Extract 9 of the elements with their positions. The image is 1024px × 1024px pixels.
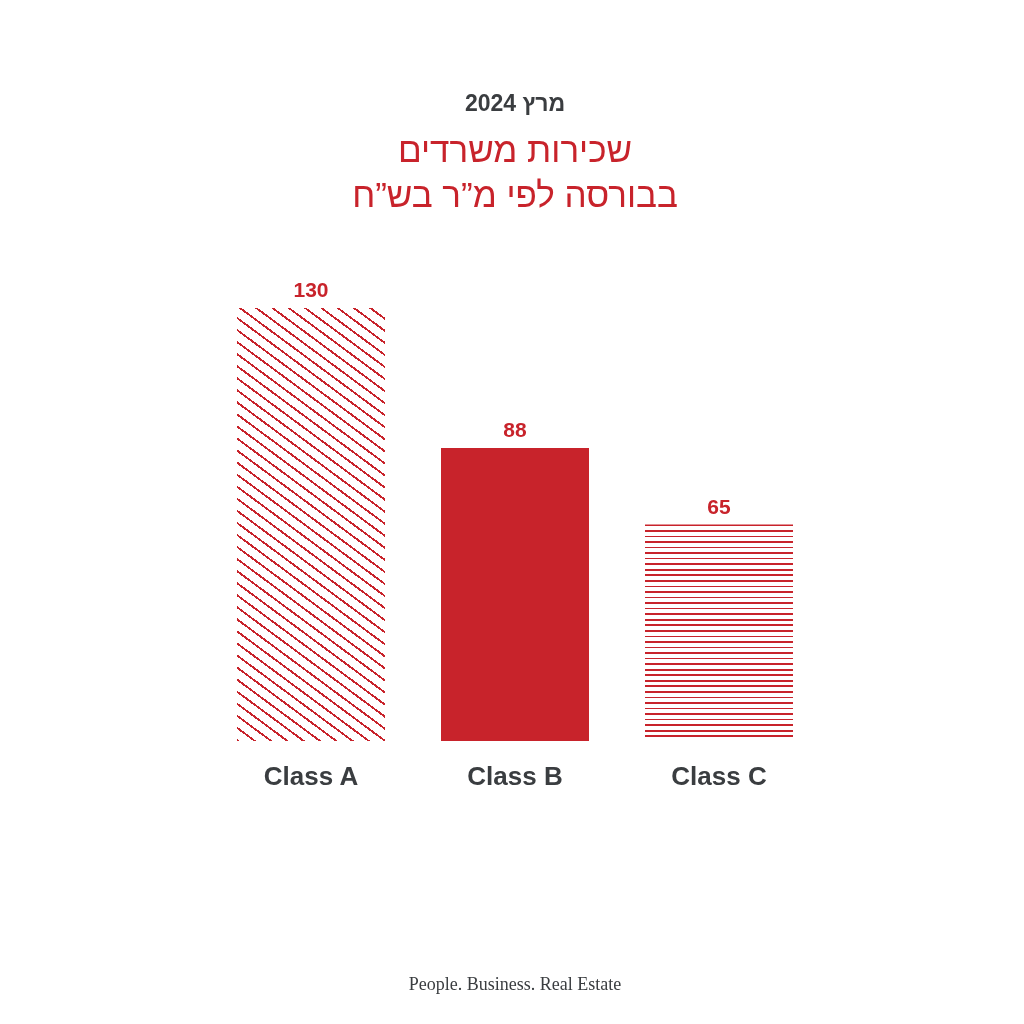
x-tick-label: Class A bbox=[263, 760, 359, 791]
data-label: 65 bbox=[707, 494, 731, 518]
data-label: 130 bbox=[293, 278, 329, 301]
chart-title: מרץ 2024 bbox=[464, 90, 566, 116]
x-tick-label: Class C bbox=[671, 760, 767, 791]
data-label: 88 bbox=[503, 417, 527, 441]
x-tick-label: Class B bbox=[467, 760, 563, 791]
chart-subtitle: שכירות משרדים בבורסה לפי מ”ר בש”ח bbox=[352, 130, 678, 214]
text: People. Business. Real Estate bbox=[408, 974, 622, 994]
